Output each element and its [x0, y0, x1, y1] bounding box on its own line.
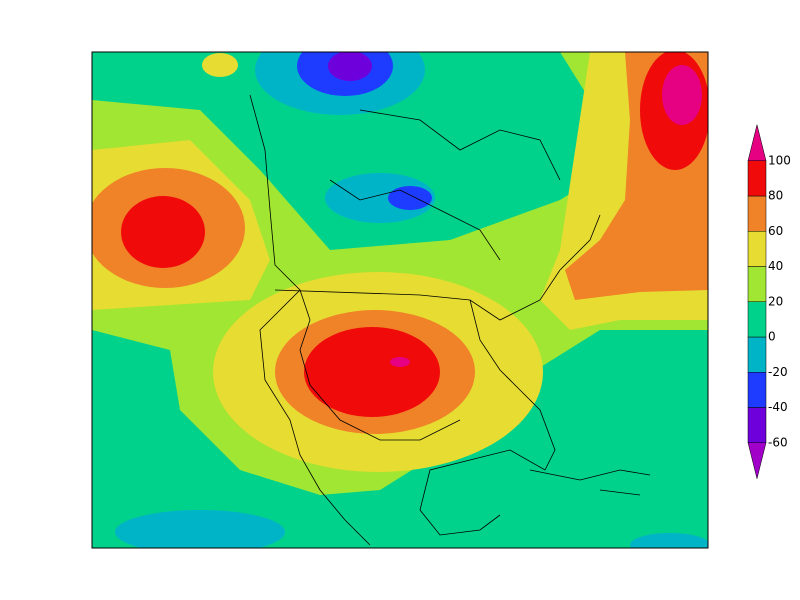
contour-band	[115, 510, 285, 548]
colorbar-box	[747, 301, 767, 338]
colorbar-label: -20	[768, 365, 788, 379]
contour-band	[202, 53, 238, 77]
colorbar-label: 60	[768, 224, 783, 238]
contour-band	[304, 327, 440, 417]
west-coast	[249, 94, 371, 546]
contour-band	[388, 186, 432, 210]
contour-field	[92, 52, 708, 548]
colorbar-label: 20	[768, 294, 783, 308]
caribbean	[529, 469, 651, 496]
colorbar-label: -40	[768, 400, 788, 414]
states	[299, 289, 461, 441]
colorbar-high	[747, 124, 767, 161]
colorbar-label: 100	[768, 153, 791, 167]
arctic-islands	[359, 109, 561, 181]
colorbar-box	[747, 231, 767, 267]
colorbar-box	[747, 407, 767, 443]
colorbar-label: 40	[768, 259, 783, 273]
colorbar-box	[747, 372, 767, 408]
colorbar-box	[747, 160, 767, 197]
contour-band	[630, 533, 708, 548]
colorbar-label: -60	[768, 435, 788, 449]
contour-band	[325, 173, 435, 223]
contour-band	[662, 65, 702, 125]
colorbar-box	[747, 336, 767, 373]
hudson-bay	[329, 179, 501, 261]
colorbar-box	[747, 266, 767, 302]
border	[274, 214, 601, 321]
contour-band	[121, 196, 205, 268]
colorbar-low	[747, 442, 767, 479]
coastlines	[249, 94, 651, 546]
contour-band	[328, 52, 372, 81]
colorbar-label: 80	[768, 189, 783, 203]
colorbar-label: 0	[768, 330, 776, 344]
colorbar: -60 -40 -20 0 20 40 60 80 100	[747, 124, 791, 479]
contour-band	[390, 357, 410, 367]
colorbar-box	[747, 195, 767, 232]
east-coast	[419, 299, 556, 536]
map-frame	[91, 51, 709, 549]
